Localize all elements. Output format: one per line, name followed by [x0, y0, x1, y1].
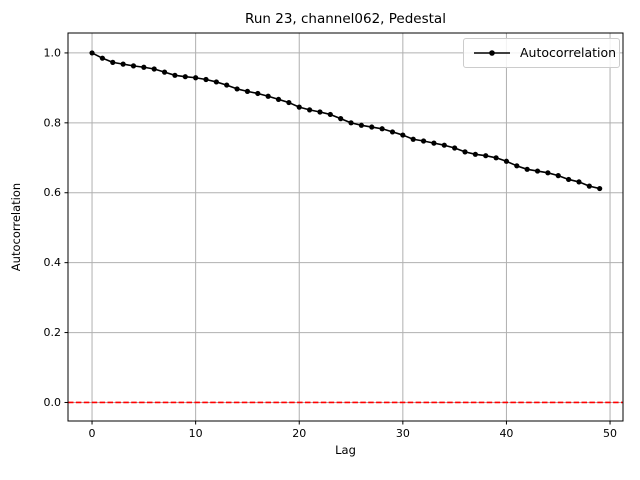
data-point-marker	[358, 122, 364, 128]
data-point-marker	[576, 179, 582, 185]
legend-entry-label: Autocorrelation	[520, 44, 617, 60]
data-point-marker	[89, 50, 95, 56]
legend: Autocorrelation	[463, 38, 620, 68]
data-point-marker	[130, 63, 137, 69]
data-point-marker	[483, 153, 489, 159]
data-point-marker	[586, 183, 592, 189]
data-point-marker	[472, 151, 478, 157]
axes-spines	[67, 32, 624, 422]
y-tick-label: 1.0	[44, 46, 62, 59]
data-point-marker	[462, 149, 468, 155]
data-point-marker	[203, 76, 209, 83]
x-tick-label: 40	[499, 427, 513, 440]
data-point-marker	[141, 64, 147, 70]
x-tick-label: 0	[89, 427, 96, 440]
y-tick-label: 0.4	[44, 256, 62, 269]
y-tick-label: 0.2	[44, 326, 62, 339]
data-point-marker	[99, 55, 105, 61]
x-tick-label: 10	[189, 427, 203, 440]
data-point-marker	[389, 129, 396, 135]
data-point-marker	[545, 170, 551, 176]
data-point-marker	[503, 158, 510, 164]
x-tick-label: 30	[396, 427, 410, 440]
y-tick-label: 0.0	[44, 396, 62, 409]
data-point-marker	[172, 72, 178, 78]
data-point-marker	[369, 124, 375, 130]
data-point-marker	[286, 99, 292, 106]
data-point-marker	[265, 93, 271, 99]
x-axis-label: Lag	[335, 443, 356, 457]
data-point-marker	[452, 145, 458, 151]
data-point-marker	[244, 88, 251, 94]
data-point-marker	[410, 136, 416, 142]
data-point-marker	[296, 104, 302, 110]
data-point-marker	[514, 163, 520, 169]
data-point-marker	[441, 142, 447, 148]
data-point-marker	[255, 90, 261, 97]
data-point-marker	[400, 132, 406, 138]
data-point-marker	[493, 155, 499, 161]
legend-line-marker-icon	[474, 50, 510, 56]
y-tick-label: 0.8	[44, 116, 62, 129]
y-tick-label: 0.6	[44, 186, 62, 199]
data-point-marker	[161, 69, 168, 75]
x-tick-label: 50	[603, 427, 617, 440]
data-point-marker	[566, 176, 572, 183]
autocorrelation-line	[91, 52, 600, 190]
data-point-marker	[182, 74, 188, 80]
data-point-marker	[120, 61, 126, 67]
data-point-marker	[431, 140, 437, 146]
data-point-marker	[275, 96, 282, 103]
data-point-marker	[524, 166, 530, 172]
data-point-marker	[151, 66, 157, 72]
data-point-marker	[338, 116, 344, 122]
data-point-marker	[348, 120, 354, 126]
data-point-marker	[379, 126, 385, 132]
data-point-marker	[597, 185, 603, 192]
data-point-marker	[307, 107, 313, 113]
x-tick-label: 20	[292, 427, 306, 440]
data-point-marker	[327, 111, 333, 118]
data-point-marker	[110, 59, 116, 65]
data-point-marker	[234, 86, 240, 92]
data-point-marker	[317, 109, 323, 115]
data-point-marker	[224, 82, 230, 88]
data-point-marker	[193, 75, 199, 81]
chart-title: Run 23, channel062, Pedestal	[245, 11, 446, 27]
data-point-marker	[420, 138, 427, 144]
data-point-marker	[555, 173, 561, 179]
data-point-marker	[534, 168, 541, 174]
data-point-marker	[213, 79, 219, 85]
